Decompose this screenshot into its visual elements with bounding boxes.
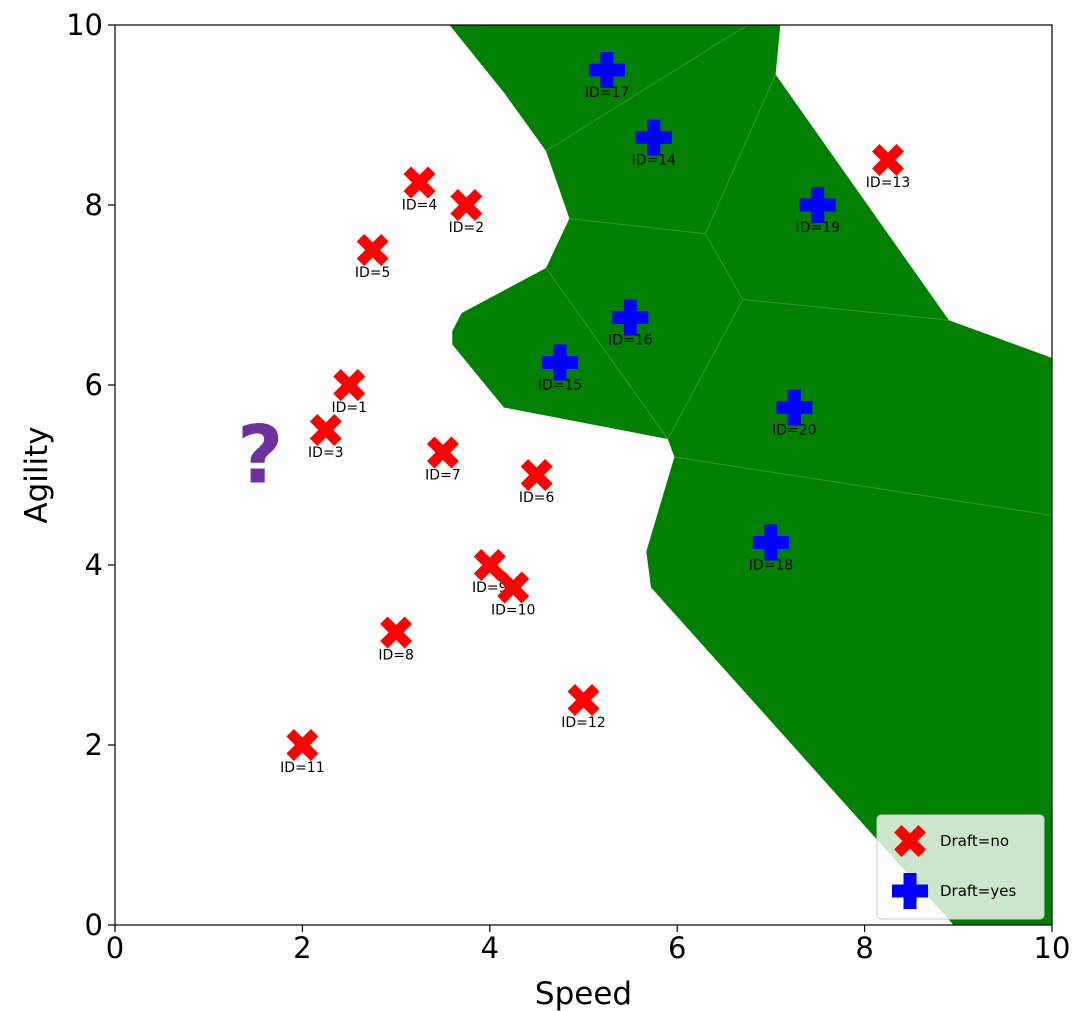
axis-ticks: 0 2 4 6 8 10 0 2 4 6 8 10 bbox=[66, 8, 1070, 965]
point-id-17: ID=17 bbox=[585, 52, 629, 101]
point-id-12: ID=12 bbox=[561, 684, 606, 731]
cell-edge-4 bbox=[704, 233, 744, 300]
point-id-19: ID=19 bbox=[796, 187, 840, 236]
point-label: ID=17 bbox=[585, 85, 629, 101]
point-id-18: ID=18 bbox=[749, 524, 793, 574]
point-id-5: ID=5 bbox=[355, 234, 391, 281]
legend-label: Draft=yes bbox=[940, 882, 1016, 900]
point-label: ID=19 bbox=[796, 220, 840, 236]
point-label: ID=2 bbox=[449, 220, 485, 236]
x-tick-label: 2 bbox=[293, 931, 311, 965]
point-label: ID=11 bbox=[280, 760, 324, 776]
point-id-6: ID=6 bbox=[519, 459, 555, 506]
point-label: ID=13 bbox=[866, 175, 910, 191]
legend-entry: Draft=no bbox=[894, 825, 1009, 857]
point-id-2: ID=2 bbox=[449, 189, 485, 236]
y-tick-label: 8 bbox=[85, 188, 103, 222]
y-axis-title: Agility bbox=[19, 426, 55, 523]
point-label: ID=5 bbox=[355, 265, 391, 281]
point-label: ID=18 bbox=[749, 558, 793, 574]
point-id-14: ID=14 bbox=[632, 119, 677, 169]
x-tick-label: 0 bbox=[106, 931, 124, 965]
point-label: ID=7 bbox=[425, 468, 461, 484]
cell-edge-2 bbox=[569, 218, 706, 235]
data-points: ID=1 ID=2 ID=3 ID=4 ID=5 ID=6 ID=7 ID=8 ID=9 ID=1… bbox=[280, 52, 910, 776]
point-label: ID=15 bbox=[538, 378, 582, 394]
point-id-10: ID=10 bbox=[491, 571, 535, 619]
legend: Draft=no Draft=yes bbox=[876, 814, 1045, 920]
plot-frame bbox=[114, 24, 1053, 926]
y-tick-label: 6 bbox=[85, 368, 103, 402]
draft-yes-region bbox=[449, 24, 1053, 925]
cell-edge-7 bbox=[667, 299, 744, 440]
x-tick-label: 4 bbox=[481, 931, 499, 965]
cell-edge-1 bbox=[545, 24, 748, 152]
point-id-4: ID=4 bbox=[402, 166, 438, 214]
x-tick-label: 8 bbox=[855, 931, 873, 965]
cell-edge-6 bbox=[742, 299, 949, 321]
point-id-7: ID=7 bbox=[425, 436, 461, 484]
cell-edge-3 bbox=[704, 74, 777, 235]
point-label: ID=1 bbox=[331, 400, 367, 416]
point-id-20: ID=20 bbox=[772, 389, 817, 439]
point-id-15: ID=15 bbox=[538, 344, 582, 394]
legend-entry: Draft=yes bbox=[892, 873, 1016, 909]
point-label: ID=6 bbox=[519, 490, 555, 506]
point-label: ID=12 bbox=[561, 715, 605, 731]
point-label: ID=3 bbox=[308, 445, 344, 461]
point-label: ID=20 bbox=[772, 423, 816, 439]
y-tick-label: 4 bbox=[85, 548, 103, 582]
y-tick-label: 10 bbox=[66, 8, 103, 42]
point-label: ID=8 bbox=[378, 648, 414, 664]
point-label: ID=16 bbox=[608, 333, 653, 349]
y-tick-label: 2 bbox=[85, 728, 103, 762]
point-id-8: ID=8 bbox=[378, 616, 414, 664]
y-tick-label: 0 bbox=[85, 908, 103, 942]
x-tick-label: 10 bbox=[1034, 931, 1071, 965]
point-id-9: ID=9 bbox=[472, 549, 508, 596]
point-label: ID=4 bbox=[402, 198, 438, 214]
legend-label: Draft=no bbox=[940, 832, 1009, 850]
query-point-marker: ? bbox=[237, 409, 283, 502]
point-id-16: ID=16 bbox=[608, 299, 653, 349]
cell-edge-8 bbox=[674, 456, 1053, 516]
point-id-3: ID=3 bbox=[308, 414, 344, 461]
point-label: ID=14 bbox=[632, 153, 677, 169]
point-label: ID=10 bbox=[491, 603, 535, 619]
cell-edge-5 bbox=[545, 267, 669, 440]
region-polygon bbox=[449, 25, 1052, 925]
point-id-1: ID=1 bbox=[331, 369, 367, 416]
point-id-13: ID=13 bbox=[866, 144, 910, 191]
point-id-11: ID=11 bbox=[280, 729, 325, 776]
x-axis-title: Speed bbox=[535, 976, 632, 1011]
x-tick-label: 6 bbox=[668, 931, 686, 965]
point-label: ID=9 bbox=[472, 580, 508, 596]
